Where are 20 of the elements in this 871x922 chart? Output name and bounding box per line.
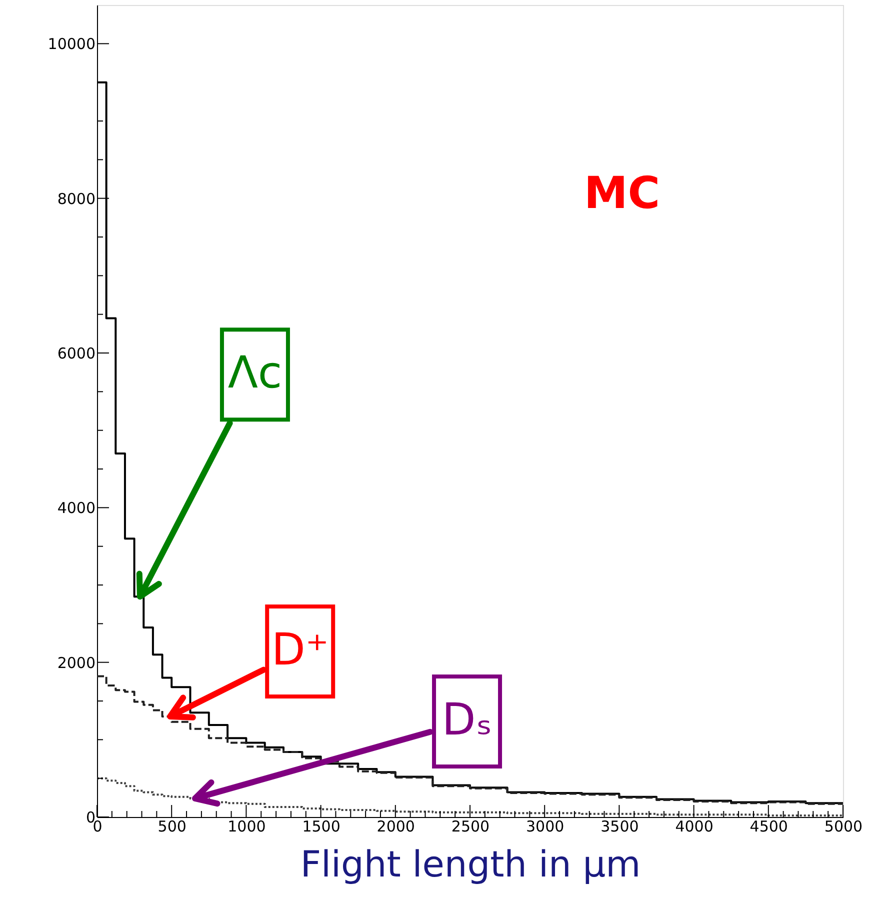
y-tick-label: 8000 (57, 190, 96, 208)
x-axis-title: Flight length in µm (300, 844, 641, 886)
annotation: Λc (228, 348, 282, 399)
annotation: D⁺ (272, 624, 329, 676)
x-tick-label: 1000 (228, 818, 266, 836)
x-tick-label: 1500 (302, 818, 340, 836)
y-tick-label: 2000 (57, 654, 96, 672)
y-tick-label: 6000 (57, 344, 96, 362)
x-tick-label: 2000 (376, 818, 415, 836)
x-tick-label: 3000 (526, 818, 564, 836)
x-tick-label: 3500 (600, 818, 639, 836)
x-tick-label: 500 (158, 818, 186, 836)
x-tick-label: 4500 (750, 818, 788, 836)
x-tick-label: 2500 (451, 818, 490, 836)
annotation: MC (584, 168, 660, 219)
x-tick-label: 4000 (675, 818, 714, 836)
x-tick-label: 5000 (824, 818, 863, 836)
annotation: Dₛ (442, 694, 492, 746)
y-tick-label: 10000 (48, 35, 96, 54)
y-tick-label: 4000 (57, 499, 96, 518)
